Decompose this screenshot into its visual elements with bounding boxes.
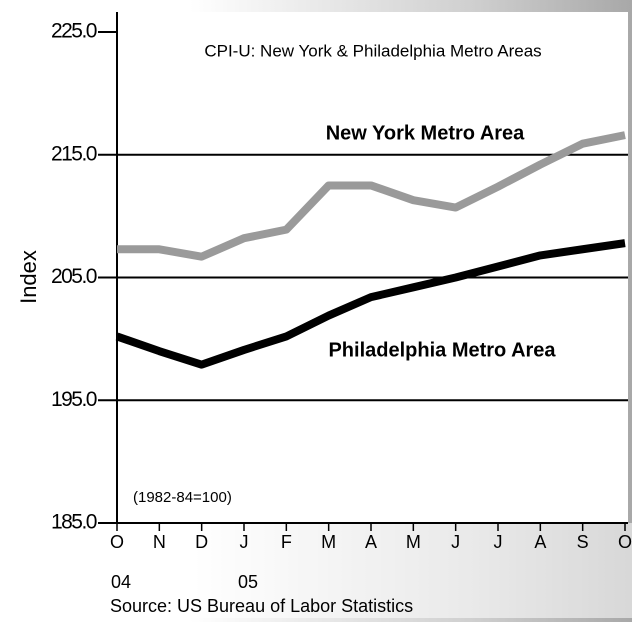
y-tick-label: 195.0 xyxy=(51,388,97,411)
x-tick-label: J xyxy=(451,532,460,552)
label-area xyxy=(100,523,632,618)
x-tick-label: M xyxy=(321,532,336,552)
series-line xyxy=(115,239,626,369)
x-tick-label: O xyxy=(110,532,124,552)
y-axis-label: Index xyxy=(16,250,41,304)
y-tick-label: 225.0 xyxy=(51,20,97,43)
x-tick-label: J xyxy=(494,532,503,552)
series-line xyxy=(117,131,626,261)
y-tick-label: 215.0 xyxy=(51,142,97,165)
series-label: Philadelphia Metro Area xyxy=(328,339,556,361)
x-tick-label: S xyxy=(577,532,589,552)
chart-title: CPI-U: New York & Philadelphia Metro Are… xyxy=(204,41,541,60)
x-sublabel: 04 xyxy=(111,572,131,592)
y-tick-label: 185.0 xyxy=(51,511,97,534)
x-tick-label: F xyxy=(281,532,292,552)
y-tick-label: 205.0 xyxy=(51,265,97,288)
x-tick-label: A xyxy=(365,532,377,552)
x-tick-label: N xyxy=(153,532,166,552)
series-label: New York Metro Area xyxy=(326,122,525,144)
base-note: (1982-84=100) xyxy=(133,489,232,506)
x-tick-label: M xyxy=(406,532,421,552)
x-tick-label: J xyxy=(240,532,249,552)
plot-area xyxy=(117,12,628,523)
x-tick-label: D xyxy=(195,532,208,552)
x-tick-label: A xyxy=(534,532,546,552)
x-sublabel: 05 xyxy=(238,572,258,592)
x-tick-label: O xyxy=(618,532,632,552)
source: Source: US Bureau of Labor Statistics xyxy=(110,596,413,616)
